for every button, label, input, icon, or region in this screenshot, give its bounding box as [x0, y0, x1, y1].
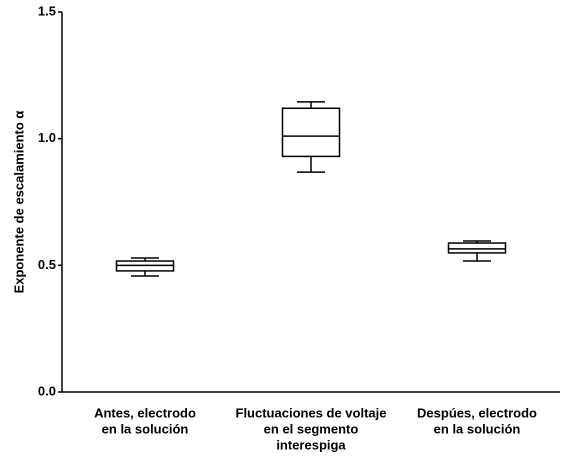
x-tick-label: en la solución: [102, 421, 189, 436]
x-tick-label: Fluctuaciones de voltaje: [236, 405, 387, 420]
box: [281, 107, 341, 158]
x-tick-label: en la solución: [434, 421, 521, 436]
x-tick-label: Despúes, electrodo: [417, 405, 537, 420]
y-tick-label: 1.5: [38, 3, 56, 18]
y-axis-label: Exponente de escalamiento α: [11, 111, 26, 294]
y-tick-label: 1.0: [38, 130, 56, 145]
x-tick-label: interespiga: [276, 437, 346, 452]
box: [447, 242, 507, 254]
x-tick-label: en el segmento: [264, 421, 359, 436]
y-tick-label: 0.0: [38, 383, 56, 398]
y-tick-label: 0.5: [38, 257, 56, 272]
x-tick-label: Antes, electrodo: [94, 405, 196, 420]
